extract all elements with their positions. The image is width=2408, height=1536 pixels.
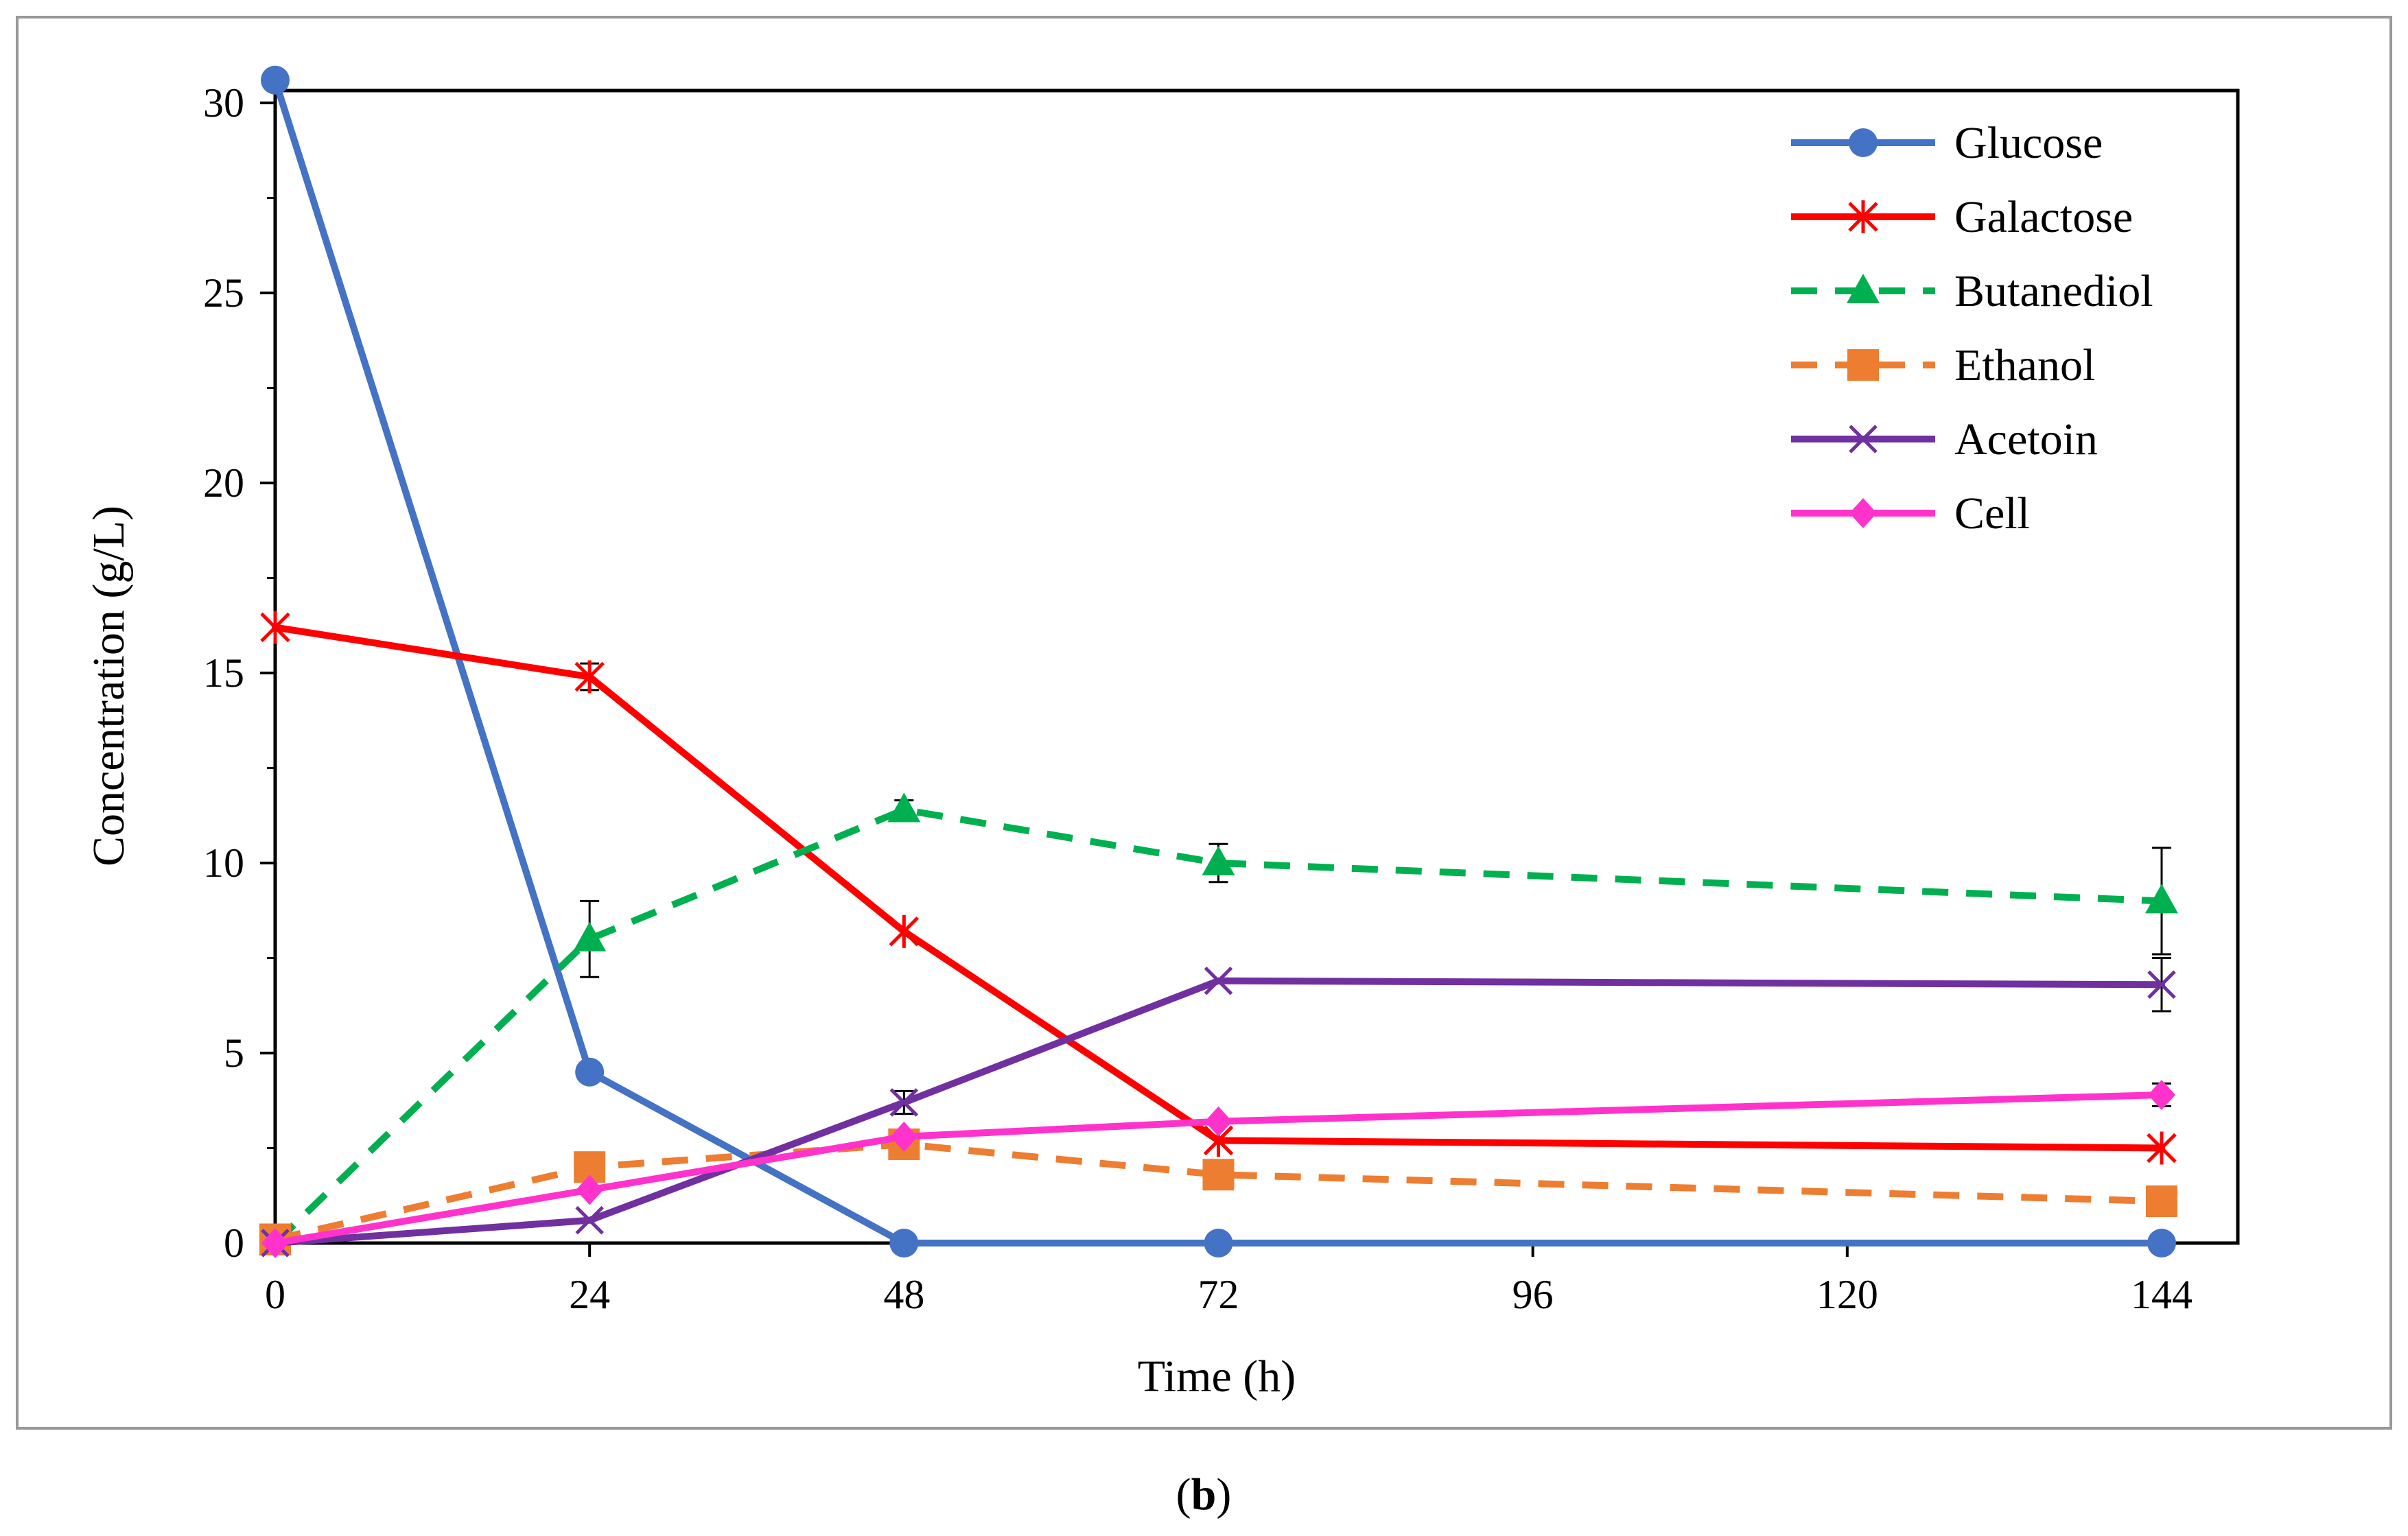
data-point	[2147, 970, 2176, 1000]
marker-shape	[1202, 1159, 1235, 1191]
data-point	[1204, 1106, 1232, 1137]
data-point	[576, 1174, 604, 1205]
marker-shape	[2147, 1229, 2176, 1257]
data-point	[2147, 1131, 2177, 1165]
marker-shape	[1849, 498, 1877, 528]
legend: Glucose Galactose Butanediol Ethanol Acetoin…	[1791, 118, 2153, 539]
legend-marker	[1848, 200, 1878, 233]
marker-shape	[2146, 1185, 2177, 1218]
marker-shape	[2148, 1079, 2175, 1110]
data-point	[261, 1228, 289, 1258]
marker-shape	[575, 1057, 605, 1087]
x-tick-label: 72	[1198, 1272, 1239, 1317]
legend-label: Ethanol	[1954, 340, 2095, 390]
marker-shape	[1847, 274, 1880, 303]
x-tick-label: 24	[569, 1272, 610, 1317]
marker-shape	[1202, 846, 1235, 875]
legend-entry-acetoin: Acetoin	[1791, 414, 2098, 464]
x-tick-label: 144	[2131, 1272, 2193, 1317]
x-tick-label: 120	[1816, 1272, 1878, 1317]
y-axis-title: Concentration (g/L)	[84, 506, 134, 866]
legend-label: Cell	[1954, 488, 2030, 539]
data-point	[889, 1229, 919, 1257]
data-point	[260, 611, 290, 644]
data-point	[1204, 966, 1233, 995]
y-tick-label: 15	[203, 650, 244, 696]
data-point	[575, 1057, 605, 1087]
y-axis: 0 5 10 15 20 25 30	[203, 80, 275, 1266]
figure-frame	[16, 16, 2392, 1430]
legend-entry-cell: Cell	[1791, 488, 2030, 539]
legend-label: Galactose	[1954, 192, 2133, 242]
series-layer	[259, 65, 2178, 1258]
legend-entry-glucose: Glucose	[1791, 118, 2103, 168]
marker-shape	[573, 921, 607, 952]
marker-shape	[576, 1174, 604, 1205]
data-point	[2147, 1229, 2176, 1257]
legend-label: Acetoin	[1954, 414, 2098, 464]
legend-marker	[1847, 274, 1880, 303]
legend-entry-galactose: Galactose	[1791, 192, 2133, 242]
x-tick-label: 48	[883, 1272, 924, 1317]
data-point	[890, 1121, 918, 1152]
data-point	[575, 1205, 604, 1235]
data-point	[2148, 1079, 2175, 1110]
caption-close: )	[1216, 1469, 1231, 1520]
y-tick-label: 10	[203, 840, 244, 886]
data-point	[574, 660, 605, 694]
marker-stroke	[575, 1205, 604, 1235]
data-point	[1204, 1229, 1233, 1257]
y-tick-label: 20	[203, 460, 244, 506]
data-point	[1202, 1159, 1235, 1191]
legend-marker	[1847, 349, 1879, 381]
marker-shape	[261, 65, 290, 95]
data-point	[261, 65, 290, 95]
marker-stroke	[889, 1088, 919, 1117]
data-point	[1202, 846, 1235, 875]
legend-label: Glucose	[1954, 118, 2103, 168]
series-glucose	[261, 65, 2176, 1257]
marker-shape	[1204, 1229, 1233, 1257]
x-tick-label: 96	[1512, 1272, 1554, 1317]
legend-marker	[1849, 498, 1877, 528]
legend-label: Butanediol	[1954, 266, 2153, 316]
x-axis-title: Time (h)	[1138, 1351, 1296, 1402]
marker-shape	[887, 792, 921, 823]
data-point	[2146, 1185, 2177, 1218]
x-axis: 0 24 48 72 96 120 144	[265, 1243, 2193, 1317]
x-tick-label: 0	[265, 1272, 285, 1317]
series-acetoin	[261, 957, 2176, 1257]
marker-shape	[261, 1228, 289, 1258]
legend-marker	[1849, 128, 1878, 157]
figure-caption: (b)	[1176, 1469, 1232, 1520]
marker-shape	[1847, 349, 1879, 381]
y-tick-label: 30	[203, 80, 244, 126]
caption-open: (	[1176, 1469, 1191, 1520]
series-galactose	[260, 611, 2177, 1165]
data-point	[889, 914, 920, 948]
data-point	[573, 921, 607, 952]
series-cell	[261, 1079, 2175, 1258]
marker-shape	[1849, 128, 1878, 157]
legend-marker	[1849, 425, 1878, 453]
marker-shape	[890, 1121, 918, 1152]
legend-entry-ethanol: Ethanol	[1791, 340, 2095, 390]
data-point	[889, 1088, 919, 1117]
data-point	[887, 792, 921, 823]
marker-stroke	[1204, 966, 1233, 995]
marker-stroke	[1849, 425, 1878, 453]
legend-entry-butanediol: Butanediol	[1791, 266, 2153, 316]
series-line	[272, 806, 2162, 1246]
marker-shape	[2145, 884, 2178, 914]
y-tick-label: 5	[224, 1030, 244, 1076]
y-tick-label: 0	[224, 1220, 244, 1266]
y-tick-label: 25	[203, 270, 244, 316]
data-point	[2145, 884, 2178, 914]
marker-shape	[1204, 1106, 1232, 1137]
marker-shape	[889, 1229, 919, 1257]
caption-letter: b	[1191, 1469, 1217, 1520]
marker-stroke	[2147, 970, 2176, 1000]
